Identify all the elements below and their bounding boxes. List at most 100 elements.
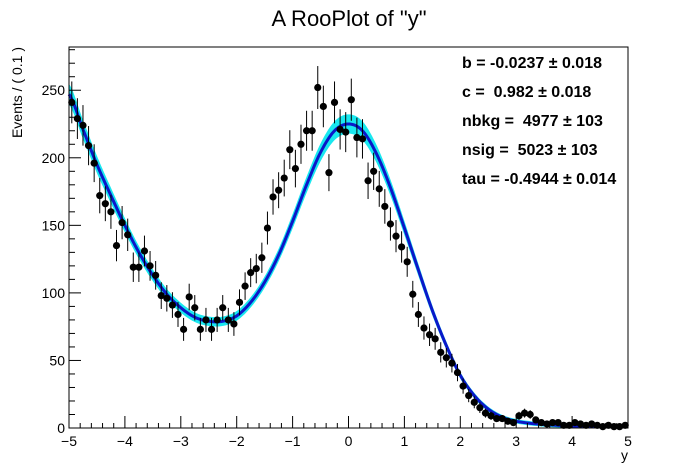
x-tick-label: 4	[568, 433, 576, 449]
data-marker	[79, 121, 87, 129]
data-marker	[476, 404, 484, 412]
data-marker	[576, 420, 585, 428]
data-point	[302, 110, 311, 151]
data-point	[370, 152, 378, 190]
data-marker	[235, 298, 244, 306]
data-marker	[84, 142, 93, 150]
data-point	[342, 112, 350, 153]
data-point	[431, 327, 439, 350]
data-marker	[118, 219, 126, 227]
data-point	[437, 342, 445, 363]
x-tick-label: −2	[229, 433, 245, 449]
data-point	[442, 348, 450, 368]
data-marker	[621, 421, 629, 429]
data-marker	[414, 310, 422, 319]
data-marker	[554, 418, 562, 427]
data-marker	[258, 254, 266, 262]
data-point	[414, 302, 422, 327]
data-point	[409, 280, 417, 308]
data-point	[207, 317, 216, 341]
data-point	[241, 272, 249, 300]
x-tick-label: −1	[285, 433, 301, 449]
data-point	[336, 109, 344, 150]
data-marker	[548, 418, 557, 427]
x-tick-label: −5	[61, 433, 77, 449]
data-point	[576, 420, 585, 428]
data-marker	[526, 410, 534, 419]
data-marker	[459, 382, 467, 390]
data-point	[280, 159, 288, 197]
data-marker	[213, 316, 221, 324]
data-point	[191, 295, 199, 321]
data-marker	[420, 324, 428, 332]
data-marker	[504, 417, 512, 425]
data-marker	[168, 301, 177, 309]
data-point	[247, 258, 255, 288]
data-point	[386, 207, 395, 241]
data-point	[470, 396, 478, 409]
data-point	[269, 179, 277, 215]
data-point	[252, 253, 260, 284]
data-marker	[532, 416, 540, 424]
data-marker	[565, 421, 573, 429]
data-marker	[152, 271, 160, 279]
data-marker	[252, 264, 260, 273]
data-marker	[604, 421, 613, 429]
fit-error-band-layer	[69, 83, 628, 429]
data-marker	[314, 83, 322, 92]
data-point	[152, 261, 160, 290]
x-axis: −5 −4 −3 −2 −1 0 1 2 3 4 5	[61, 416, 632, 449]
data-point	[224, 307, 232, 332]
data-marker	[330, 98, 339, 106]
data-point	[554, 418, 562, 427]
data-point	[325, 154, 333, 192]
data-point	[314, 66, 322, 110]
data-marker	[520, 409, 529, 417]
data-marker	[219, 304, 227, 312]
data-point	[185, 283, 193, 311]
data-marker	[560, 421, 568, 429]
data-point	[515, 411, 523, 420]
data-point	[286, 130, 294, 170]
x-tick-label: 5	[624, 433, 632, 449]
plot-frame	[68, 46, 629, 429]
data-point	[560, 421, 568, 429]
data-marker	[571, 418, 579, 427]
data-marker	[392, 232, 400, 240]
data-point	[520, 408, 529, 418]
data-marker	[112, 242, 121, 250]
fit-parameter: tau = -0.4944 ± 0.014	[462, 171, 616, 188]
data-marker	[593, 421, 601, 429]
data-marker	[403, 258, 411, 266]
data-marker	[358, 135, 367, 143]
y-axis: 0 50 100 150 200 250	[42, 49, 81, 436]
data-marker	[425, 331, 434, 339]
data-marker	[588, 420, 596, 428]
data-marker	[325, 169, 333, 177]
y-tick-label: 250	[42, 82, 66, 98]
data-point	[481, 408, 490, 418]
data-marker	[140, 247, 149, 255]
data-marker	[263, 224, 272, 232]
data-point	[79, 105, 87, 146]
x-tick-label: 2	[456, 433, 464, 449]
data-marker	[370, 167, 378, 175]
data-marker	[364, 177, 372, 185]
x-tick-label: 3	[512, 433, 520, 449]
data-point	[263, 211, 272, 245]
data-marker	[582, 421, 590, 429]
data-point	[213, 307, 221, 332]
data-point	[593, 421, 601, 429]
data-marker	[185, 293, 193, 301]
data-marker	[381, 202, 389, 211]
data-point	[319, 85, 327, 128]
data-marker	[431, 335, 439, 343]
x-tick-label: −4	[117, 433, 133, 449]
data-point	[347, 78, 355, 121]
data-marker	[129, 263, 137, 271]
data-point	[84, 126, 93, 166]
y-tick-label: 50	[49, 352, 65, 368]
fit-parameter: b = -0.0237 ± 0.018	[462, 55, 602, 72]
x-tick-label: 0	[345, 433, 353, 449]
